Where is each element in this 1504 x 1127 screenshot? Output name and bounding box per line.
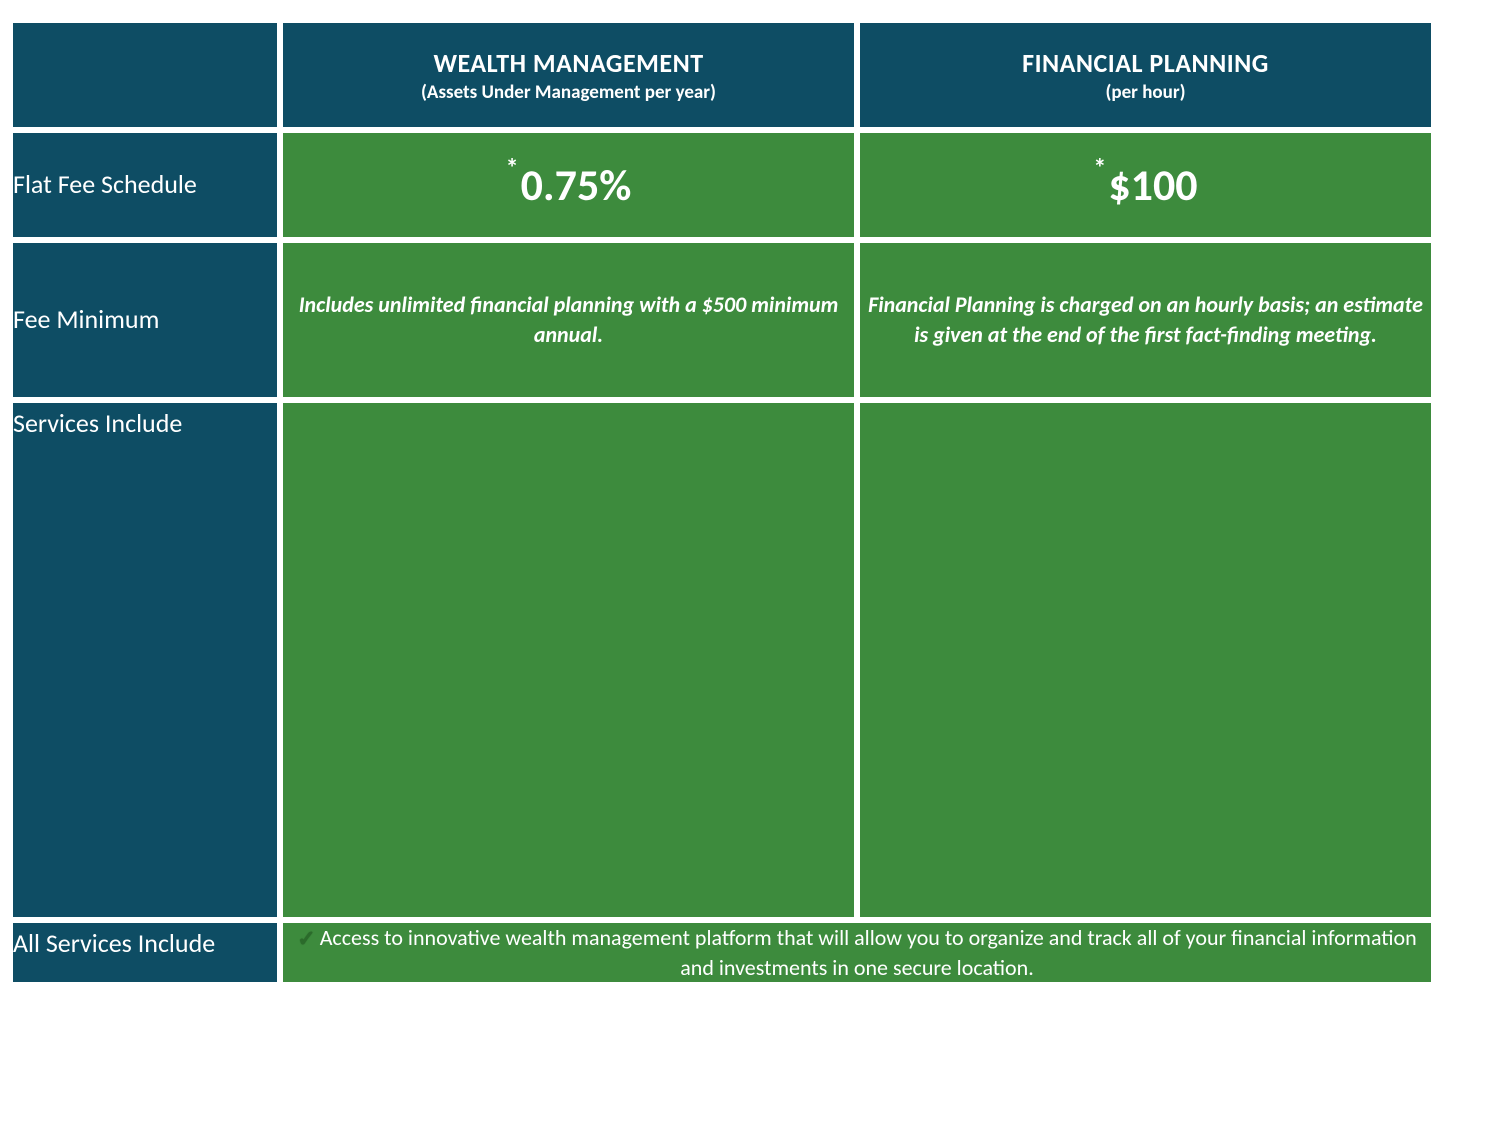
header-title: FINANCIAL PLANNING xyxy=(860,47,1431,79)
checkmark-icon: ✓ xyxy=(297,924,315,954)
desc-planning: Financial Planning is charged on an hour… xyxy=(857,240,1434,400)
row-all-services-include: All Services Include ✓Access to innovati… xyxy=(10,920,1434,985)
header-title: WEALTH MANAGEMENT xyxy=(283,47,854,79)
services-planning-cell xyxy=(857,400,1434,920)
rowlabel-all-services: All Services Include xyxy=(10,920,280,985)
fee-schedule-table: WEALTH MANAGEMENT (Assets Under Manageme… xyxy=(10,20,1434,985)
asterisk-icon: * xyxy=(1093,152,1106,184)
services-wealth-cell xyxy=(280,400,857,920)
row-fee-minimum: Fee Minimum Includes unlimited financial… xyxy=(10,240,1434,400)
rowlabel-flat-fee: Flat Fee Schedule xyxy=(10,130,280,240)
all-services-text: Access to innovative wealth management p… xyxy=(320,924,1417,981)
rowlabel-services-include: Services Include xyxy=(10,400,280,920)
rowlabel-fee-minimum: Fee Minimum xyxy=(10,240,280,400)
header-wealth-management: WEALTH MANAGEMENT (Assets Under Manageme… xyxy=(280,20,857,130)
asterisk-icon: * xyxy=(506,152,519,184)
header-financial-planning: FINANCIAL PLANNING (per hour) xyxy=(857,20,1434,130)
all-services-cell: ✓Access to innovative wealth management … xyxy=(280,920,1434,985)
desc-wealth: Includes unlimited financial planning wi… xyxy=(280,240,857,400)
price-wealth: *0.75% xyxy=(280,130,857,240)
price-planning: *$100 xyxy=(857,130,1434,240)
price-value: $100 xyxy=(1108,158,1197,212)
header-subtitle: (Assets Under Management per year) xyxy=(283,81,854,104)
table-header-row: WEALTH MANAGEMENT (Assets Under Manageme… xyxy=(10,20,1434,130)
row-flat-fee: Flat Fee Schedule *0.75% *$100 xyxy=(10,130,1434,240)
row-services-include: Services Include xyxy=(10,400,1434,920)
header-subtitle: (per hour) xyxy=(860,81,1431,104)
price-value: 0.75% xyxy=(521,158,632,212)
header-blank-cell xyxy=(10,20,280,130)
